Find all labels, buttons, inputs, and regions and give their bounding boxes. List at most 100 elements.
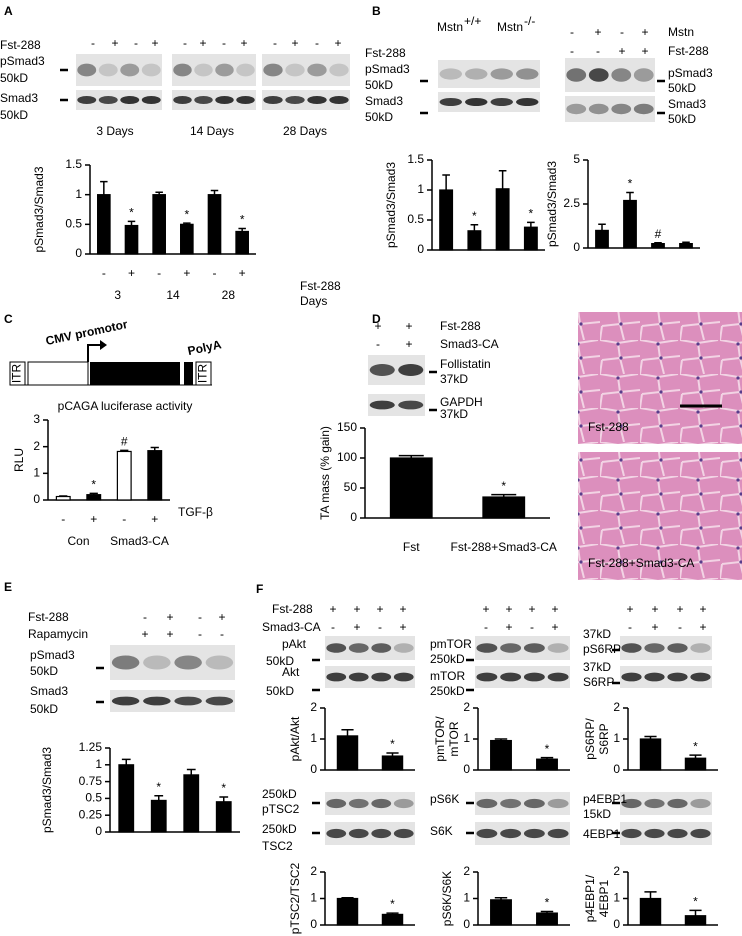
error-bar [398, 454, 424, 458]
y-axis-label: p4EBP1/ [583, 874, 597, 922]
label: Smad3 [30, 684, 68, 698]
y-tick-label: 2 [310, 864, 317, 878]
sign: - [620, 25, 624, 39]
sign: - [378, 620, 382, 634]
panel-label: B [372, 4, 381, 18]
label: pS6K [430, 792, 459, 806]
blot-band [667, 672, 688, 682]
bar [150, 799, 167, 833]
row-label: Fst-288 [0, 38, 41, 52]
label: Fst-288 [365, 46, 406, 60]
label: 14 Days [190, 124, 234, 138]
error-bar [442, 174, 450, 190]
blot-band [398, 364, 424, 376]
label: ITR [196, 364, 210, 384]
y-tick-label: 3 [33, 412, 40, 426]
y-tick-label: 1 [310, 731, 317, 745]
y-tick-label: 1 [33, 466, 40, 480]
blot [368, 394, 425, 416]
sign: + [399, 602, 406, 616]
bar [336, 897, 359, 926]
sign: - [198, 627, 202, 641]
blot-band [566, 68, 587, 82]
blot-band [523, 828, 545, 839]
blot-band [77, 63, 97, 77]
error-bar [644, 891, 657, 899]
y-axis-label: pS6RP/ [583, 718, 597, 760]
blot [172, 90, 256, 110]
blot-band [236, 96, 255, 104]
blot-band [621, 672, 642, 682]
y-tick-label: 0 [463, 762, 470, 776]
blot [475, 822, 570, 845]
label: 37kD [583, 660, 611, 674]
y-tick-label: 1 [613, 891, 620, 905]
sign: - [222, 36, 226, 50]
blot-band [547, 643, 569, 653]
sign: - [220, 627, 224, 641]
significance-mark: * [501, 479, 506, 493]
superscript: +/+ [464, 14, 481, 28]
sign: - [570, 25, 574, 39]
label: Mstn [437, 20, 463, 34]
arrow-head [100, 340, 107, 350]
error-bar [341, 896, 354, 899]
blot-band [476, 798, 498, 809]
promoter-box [27, 361, 89, 386]
panel-label: C [4, 312, 13, 326]
y-tick-label: 0.25 [79, 807, 103, 821]
chart-title: pCAGA luciferase activity [58, 399, 193, 413]
label: Mstn [497, 20, 523, 34]
error-bar [341, 728, 354, 736]
error-bar [186, 768, 196, 775]
blot-band [621, 828, 642, 839]
y-tick-label: 1.25 [79, 740, 103, 754]
label: 50kD [668, 81, 696, 95]
blot-band [500, 643, 522, 653]
bar [523, 226, 538, 251]
bar [152, 194, 166, 255]
error-bar [386, 912, 399, 915]
bar [97, 194, 111, 255]
error-bar [654, 241, 662, 244]
label: 37kD [440, 372, 468, 386]
promoter-arrow [87, 344, 100, 362]
blot-band [393, 828, 414, 839]
blot-band [141, 63, 161, 77]
bar [467, 230, 482, 251]
sign: - [678, 620, 682, 634]
label: 50kD [30, 664, 58, 678]
error-bar [527, 221, 535, 228]
bar [381, 913, 404, 926]
sign: - [570, 44, 574, 58]
blot-band [439, 68, 462, 80]
blot-band [566, 103, 587, 115]
blot-band [174, 655, 202, 670]
label: 50kD [0, 71, 28, 85]
y-tick-label: 0.5 [407, 212, 424, 226]
sign: - [198, 610, 202, 624]
bar [336, 735, 359, 771]
blot-band [490, 98, 513, 106]
label: 4EBP1 [583, 827, 621, 841]
blot-band [205, 655, 234, 670]
blot-band [547, 798, 569, 809]
error-bar [183, 222, 191, 225]
y-tick-label: 0 [33, 492, 40, 506]
sign: + [626, 602, 633, 616]
label: Follistatin [440, 357, 491, 371]
bar [439, 189, 454, 251]
y-tick-label: 2 [463, 864, 470, 878]
y-axis-label: pS6K/S6K [440, 871, 454, 926]
sign: + [618, 44, 625, 58]
blot-band [523, 672, 545, 682]
y-tick-label: 0 [75, 246, 82, 260]
bar [595, 229, 609, 249]
label: pAkt [282, 637, 307, 651]
blot-band [588, 68, 609, 82]
bar [623, 199, 637, 249]
sign: + [334, 36, 341, 50]
y-tick-label: 0 [95, 824, 102, 838]
x-tick-label: - [61, 512, 65, 526]
blot-band [173, 63, 192, 77]
